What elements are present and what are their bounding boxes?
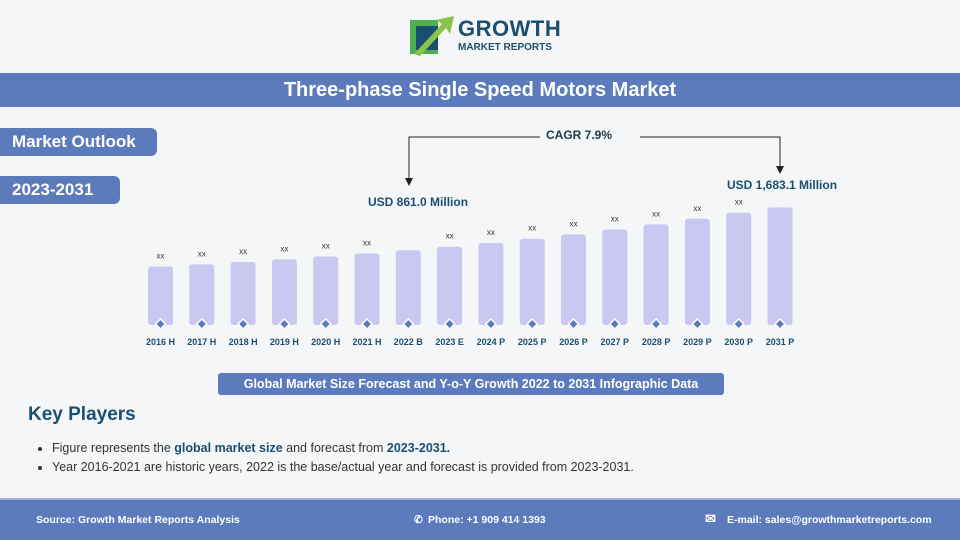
bar: [189, 264, 215, 325]
bar-marker: [237, 317, 250, 331]
cagr-label: CAGR 7.9%: [540, 128, 619, 142]
bar-marker: [484, 317, 497, 331]
phone-text: Phone: +1 909 414 1393: [428, 514, 546, 526]
x-tick-label: 2025 P: [518, 337, 547, 347]
bar-marker: [278, 317, 291, 331]
data-label: xx: [280, 244, 288, 253]
arrow-down-icon: [776, 166, 784, 174]
cagr-bracket: [408, 136, 781, 180]
market-outlook-tag: Market Outlook: [0, 128, 157, 156]
bar-marker: [319, 317, 332, 331]
data-label: xx: [157, 252, 165, 261]
x-tick-label: 2021 H: [352, 337, 381, 347]
bar: [395, 250, 421, 325]
bar: [602, 229, 628, 325]
chart-subtitle: Global Market Size Forecast and Y-o-Y Gr…: [218, 373, 724, 395]
footer: Source: Growth Market Reports Analysis ✆…: [0, 498, 960, 540]
note-item: Year 2016-2021 are historic years, 2022 …: [52, 458, 634, 477]
bar-marker: [526, 317, 539, 331]
notes-list: Figure represents the global market size…: [52, 439, 634, 477]
bar: [726, 212, 752, 325]
bar-chart: xx 2016 H xx 2017 H xx 2018 H xx 2019 H xx 2020 H…: [146, 136, 795, 347]
bar: [230, 261, 256, 325]
data-label: xx: [735, 198, 743, 207]
data-label: xx: [693, 204, 701, 213]
bar-marker: [773, 317, 787, 331]
bar: [437, 246, 463, 325]
bar: [767, 207, 793, 325]
x-tick-label: 2028 P: [642, 337, 671, 347]
logo: GROWTH MARKET REPORTS: [408, 14, 561, 58]
source-text: Source: Growth Market Reports Analysis: [36, 514, 240, 526]
x-tick-label: 2029 P: [683, 337, 712, 347]
key-players-heading: Key Players: [28, 404, 136, 425]
bar: [519, 238, 545, 325]
period-tag: 2023-2031: [0, 176, 120, 204]
data-label: xx: [528, 224, 536, 233]
bar: [354, 253, 380, 325]
x-tick-label: 2022 B: [394, 337, 424, 347]
bar: [478, 242, 504, 325]
bar-marker: [650, 317, 663, 331]
bar-marker: [402, 317, 415, 331]
data-label: xx: [652, 209, 660, 218]
data-label: xx: [198, 249, 206, 258]
bar: [313, 256, 339, 325]
x-tick-label: 2016 H: [146, 337, 175, 347]
bar-marker: [360, 317, 374, 331]
x-tick-label: 2017 H: [187, 337, 216, 347]
mail-icon: ✉: [705, 511, 716, 526]
data-label: xx: [363, 239, 371, 248]
data-label: xx: [487, 228, 495, 237]
bar: [271, 259, 297, 325]
brand-sub: MARKET REPORTS: [458, 42, 552, 53]
data-label: xx: [446, 232, 454, 241]
brand-name: GROWTH: [458, 16, 562, 41]
note-item: Figure represents the global market size…: [52, 439, 634, 458]
arrow-down-icon: [405, 178, 413, 186]
data-label: xx: [611, 215, 619, 224]
data-label: xx: [322, 242, 330, 251]
x-tick-label: 2027 P: [601, 337, 630, 347]
end-value-label: USD 1,683.1 Million: [727, 178, 838, 192]
x-tick-label: 2020 H: [311, 337, 340, 347]
bar-marker: [195, 317, 208, 331]
page-title: Three-phase Single Speed Motors Market: [0, 73, 960, 107]
data-label: xx: [570, 219, 578, 228]
bar: [684, 218, 710, 325]
logo-arrow-icon: [410, 16, 454, 56]
x-tick-label: 2023 E: [435, 337, 464, 347]
phone-icon: ✆: [414, 514, 423, 526]
bar: [643, 224, 669, 325]
bar-marker: [154, 317, 167, 331]
start-value-label: USD 861.0 Million: [368, 195, 469, 209]
x-tick-label: 2030 P: [724, 337, 753, 347]
x-tick-label: 2031 P: [766, 337, 795, 347]
x-tick-label: 2018 H: [229, 337, 258, 347]
bar-marker: [732, 317, 745, 331]
bar-marker: [608, 317, 621, 331]
bar-marker: [443, 317, 456, 331]
email-link[interactable]: E-mail: sales@growthmarketreports.com: [727, 514, 932, 526]
data-label: xx: [239, 247, 247, 256]
bar-marker: [567, 317, 580, 331]
bar: [561, 234, 586, 325]
x-tick-label: 2019 H: [270, 337, 299, 347]
x-tick-label: 2026 P: [559, 337, 588, 347]
bar-marker: [691, 317, 704, 331]
bar: [148, 266, 173, 325]
x-tick-label: 2024 P: [477, 337, 506, 347]
